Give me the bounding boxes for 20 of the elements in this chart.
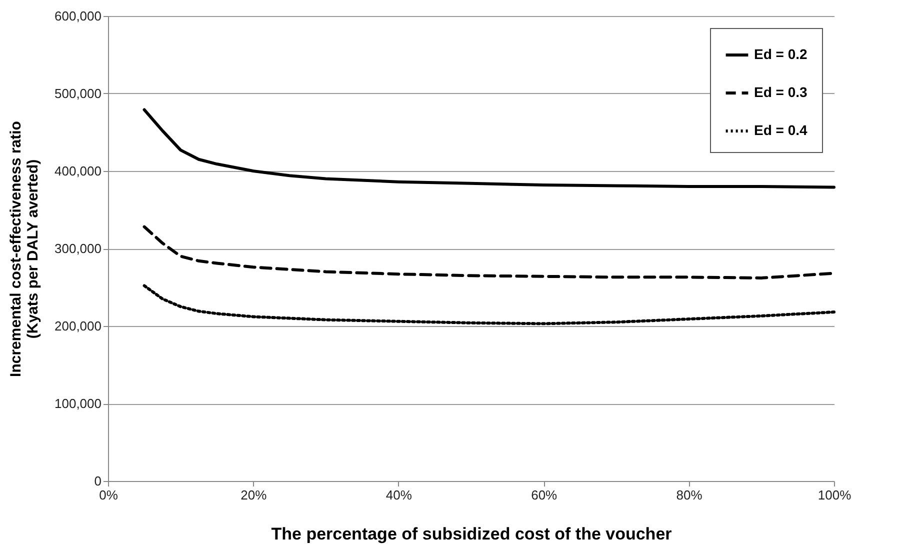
legend-label: Ed = 0.2 bbox=[754, 46, 808, 62]
x-tick-label: 100% bbox=[818, 488, 852, 502]
y-axis-title: Incremental cost-effectiveness ratio (Kyats per DALY averted) bbox=[8, 121, 42, 377]
y-tick-label: 400,000 bbox=[54, 164, 102, 178]
x-tick-label: 20% bbox=[240, 488, 268, 502]
x-tick-label: 60% bbox=[531, 488, 558, 502]
y-tick-label: 500,000 bbox=[54, 86, 102, 101]
x-tick-label: 40% bbox=[386, 488, 412, 502]
legend-label: Ed = 0.3 bbox=[754, 84, 808, 100]
y-tick-label: 600,000 bbox=[54, 8, 102, 24]
y-tick-label: 0 bbox=[94, 474, 102, 488]
y-tick-label: 100,000 bbox=[54, 396, 102, 411]
x-tick-label: 80% bbox=[676, 488, 703, 502]
legend-label: Ed = 0.4 bbox=[754, 122, 808, 138]
line-series bbox=[142, 284, 836, 326]
line-series bbox=[142, 108, 836, 189]
y-tick-label: 200,000 bbox=[54, 318, 102, 334]
x-tick-label: 0% bbox=[99, 488, 118, 502]
y-tick-label: 300,000 bbox=[54, 241, 102, 256]
x-axis-title: The percentage of subsidized cost of the voucher bbox=[271, 524, 672, 544]
